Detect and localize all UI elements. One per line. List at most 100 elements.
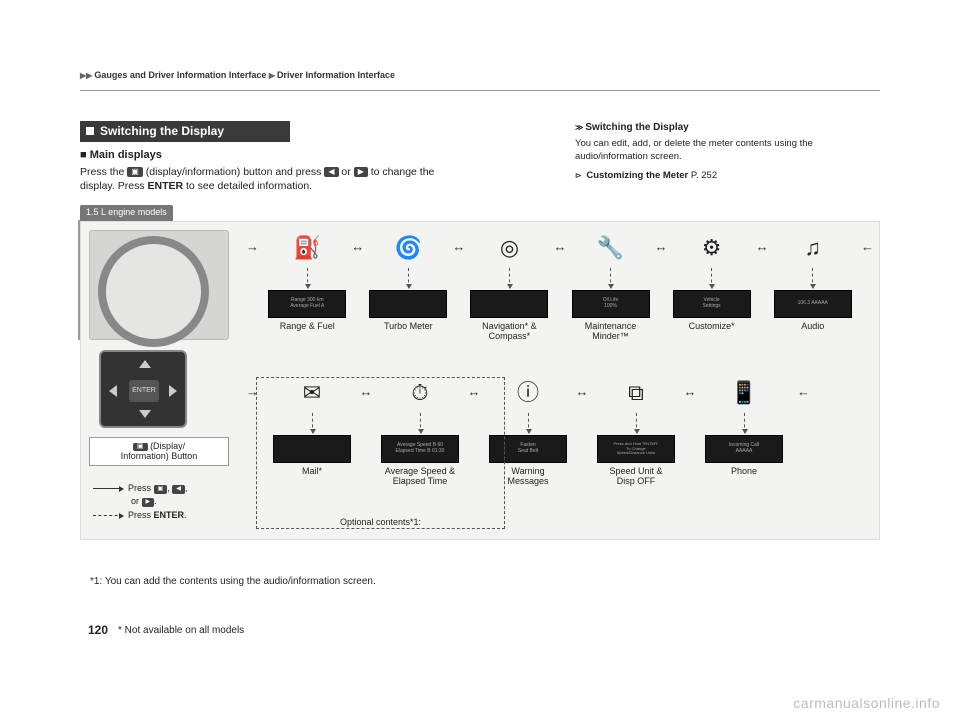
screen-preview: Incoming Call AAAAA — [705, 435, 783, 463]
bidir-arrow-icon: ↔ — [756, 230, 768, 266]
display-flow-diagram: 1.5 L engine models ENTER ▣ (Display/ In… — [80, 205, 880, 540]
row-lead-arrow: → — [246, 375, 264, 411]
link-icon: ⊳ — [575, 171, 582, 180]
flow-item-audio: ♫ 106.3 AAAAA Audio — [768, 230, 857, 331]
left-key-icon: ◀ — [324, 167, 338, 178]
flow-item-range-fuel: ⛽ Range 300 km Average Fuel A Range & Fu… — [263, 230, 352, 331]
diagram-body: ENTER ▣ (Display/ Information) Button Pr… — [80, 221, 880, 540]
right-key-icon: ▶ — [142, 498, 155, 507]
dashed-connector — [312, 413, 313, 433]
breadcrumb-a: Gauges and Driver Information Interface — [94, 70, 266, 80]
sidebar-heading: ≫Switching the Display — [575, 121, 875, 135]
engine-model-tag: 1.5 L engine models — [80, 205, 173, 221]
main-column: Switching the Display Main displays Pres… — [80, 121, 550, 193]
flow-item-label: Maintenance Minder™ — [585, 321, 637, 342]
steering-wheel-illustration — [89, 230, 229, 340]
right-arrow-icon — [169, 385, 177, 397]
flow-item-label: Range & Fuel — [280, 321, 335, 331]
play-icon: ≫ — [575, 123, 583, 132]
screen-preview — [273, 435, 351, 463]
flow-item-warning: ⓘ Fasten Seat Belt Warning Messages — [480, 375, 576, 487]
bidir-arrow-icon: ↔ — [684, 375, 696, 411]
screen-preview — [470, 290, 548, 318]
flow-item-customize: ⚙ Vehicle Settings Customize* — [667, 230, 756, 331]
dashed-connector — [408, 268, 409, 288]
up-arrow-icon — [139, 360, 151, 368]
screen-preview: Oil Life 100% — [572, 290, 650, 318]
flow-row-1: → ⛽ Range 300 km Average Fuel A Range & … — [246, 230, 874, 370]
flow-item-speedunit: ⧉ Press And Hold "ENTER" To Change Speed… — [588, 375, 684, 487]
page-number: 120 — [88, 623, 108, 639]
watermark: carmanualsonline.info — [793, 694, 940, 712]
info-key-icon: ▣ — [127, 167, 143, 178]
bidir-arrow-icon: ↔ — [453, 230, 465, 266]
screen-preview: Fasten Seat Belt — [489, 435, 567, 463]
bidir-arrow-icon: ↔ — [468, 375, 480, 411]
footnote-1: *1: You can add the contents using the a… — [90, 575, 376, 588]
enter-pad-illustration: ENTER — [99, 350, 187, 428]
flow-item-label: Customize* — [689, 321, 735, 331]
dashed-connector — [307, 268, 308, 288]
mail-icon: ✉ — [294, 375, 330, 411]
flow-rows: → ⛽ Range 300 km Average Fuel A Range & … — [246, 230, 874, 530]
screen-preview: Average Speed B 60 Elapsed Time B 01:30 — [381, 435, 459, 463]
chevron-icon: ▶ — [269, 71, 275, 80]
down-arrow-icon — [139, 410, 151, 418]
flow-item-label: Phone — [731, 466, 757, 476]
flow-item-turbo: 🌀 Turbo Meter — [364, 230, 453, 331]
music-icon: ♫ — [795, 230, 831, 266]
sidebar-column: ≫Switching the Display You can edit, add… — [575, 121, 875, 193]
chevron-icon: ▶▶ — [80, 71, 92, 80]
flow-row-2: → ✉ Mail* ↔ ⏱ Average Speed B 60 Elapsed… — [246, 375, 874, 530]
screen-preview: Range 300 km Average Fuel A — [268, 290, 346, 318]
unit-icon: ⧉ — [618, 375, 654, 411]
dashed-connector — [528, 413, 529, 433]
dashed-connector — [509, 268, 510, 288]
sub-heading: Main displays — [80, 148, 550, 162]
bidir-arrow-icon: ↔ — [655, 230, 667, 266]
dashed-connector — [610, 268, 611, 288]
optional-contents-label: Optional contents*1: — [256, 517, 505, 529]
body-text: Press the ▣ (display/information) button… — [80, 165, 550, 193]
info-key-icon: ▣ — [154, 485, 168, 494]
flow-item-maint: 🔧 Oil Life 100% Maintenance Minder™ — [566, 230, 655, 342]
left-arrow-icon — [109, 385, 117, 397]
fuel-icon: ⛽ — [289, 230, 325, 266]
flow-item-label: Turbo Meter — [384, 321, 433, 331]
arrow-legend: Press ▣, ◀, or ▶. Press ENTER. — [93, 482, 187, 523]
flow-item-label: Navigation* & Compass* — [482, 321, 537, 342]
gear-icon: ⚙ — [694, 230, 730, 266]
breadcrumb: ▶▶Gauges and Driver Information Interfac… — [80, 70, 880, 91]
flow-item-label: Audio — [801, 321, 824, 331]
turbo-icon: 🌀 — [390, 230, 426, 266]
screen-preview — [369, 290, 447, 318]
dashed-connector — [420, 413, 421, 433]
solid-arrow-icon — [93, 488, 123, 489]
page-content: ▶▶Gauges and Driver Information Interfac… — [80, 70, 880, 540]
left-key-icon: ◀ — [172, 485, 185, 494]
dashed-arrow-icon — [93, 515, 123, 516]
dashed-connector — [744, 413, 745, 433]
info-key-icon: ▣ — [133, 443, 148, 451]
sidebar-text: You can edit, add, or delete the meter c… — [575, 138, 875, 164]
screen-preview: Vehicle Settings — [673, 290, 751, 318]
section-heading: Switching the Display — [80, 121, 290, 143]
row-lead-arrow: → — [246, 230, 263, 266]
info-button-callout: ▣ (Display/ Information) Button — [89, 437, 229, 466]
bidir-arrow-icon: ↔ — [554, 230, 566, 266]
bidir-arrow-icon: ↔ — [352, 230, 364, 266]
flow-item-label: Average Speed & Elapsed Time — [385, 466, 455, 487]
footnote-2: * Not available on all models — [118, 624, 244, 637]
enter-center-button: ENTER — [129, 380, 159, 402]
flow-item-label: Warning Messages — [507, 466, 548, 487]
right-key-icon: ▶ — [354, 167, 368, 178]
screen-preview: Press And Hold "ENTER" To Change Speed/D… — [597, 435, 675, 463]
dashed-connector — [711, 268, 712, 288]
screen-preview: 106.3 AAAAA — [774, 290, 852, 318]
phone-icon: 📱 — [726, 375, 762, 411]
flow-item-mail: ✉ Mail* — [264, 375, 360, 476]
dashed-connector — [812, 268, 813, 288]
wrench-icon: 🔧 — [593, 230, 629, 266]
breadcrumb-b: Driver Information Interface — [277, 70, 395, 80]
flow-item-label: Speed Unit & Disp OFF — [609, 466, 662, 487]
